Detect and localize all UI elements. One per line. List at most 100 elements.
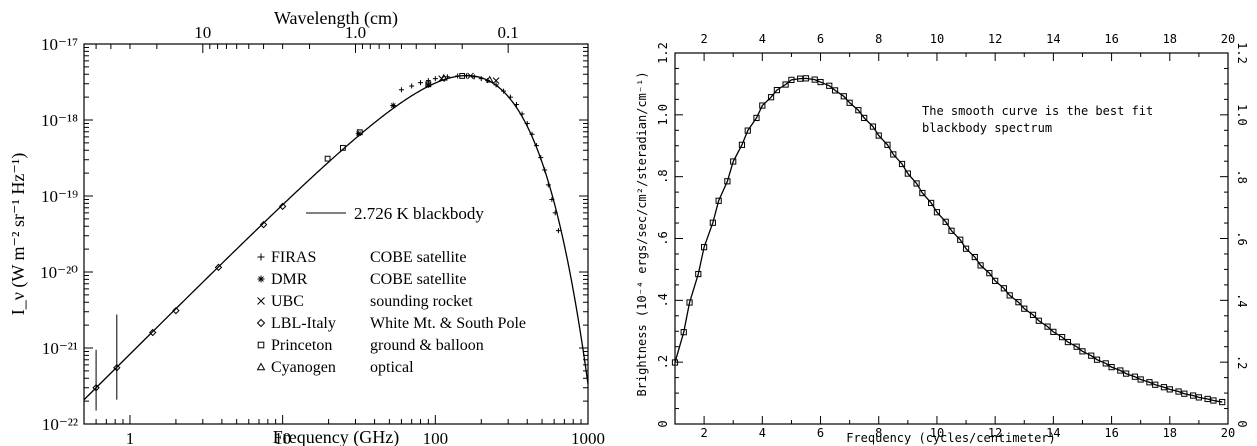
right-y-tick-label: .2 bbox=[656, 355, 670, 369]
right-y-tick-label-right: 0 bbox=[1235, 420, 1249, 427]
legend-instrument: Cyanogen bbox=[271, 359, 336, 376]
firas-data-point bbox=[767, 94, 775, 101]
legend-platform: optical bbox=[370, 359, 414, 376]
firas-data-point bbox=[753, 114, 760, 122]
firas-data-point bbox=[919, 189, 926, 197]
right-top-tick-label: 14 bbox=[1046, 32, 1060, 46]
firas-data-point bbox=[890, 151, 897, 158]
firas-data-point bbox=[1029, 311, 1037, 318]
data-point-princeton bbox=[324, 155, 331, 162]
right-y-tick-label-right: .6 bbox=[1235, 231, 1249, 245]
firas-data-point bbox=[861, 114, 868, 122]
data-point-firas bbox=[409, 83, 415, 89]
firas-data-point bbox=[1166, 386, 1173, 393]
legend-marker bbox=[257, 341, 265, 349]
firas-data-point bbox=[957, 236, 964, 243]
firas-data-point bbox=[1050, 328, 1057, 335]
curve-legend-label: 2.726 K blackbody bbox=[354, 204, 484, 223]
firas-data-point bbox=[1175, 388, 1182, 395]
firas-data-point bbox=[942, 218, 949, 225]
firas-data-point bbox=[1123, 370, 1130, 377]
right-annotation-line-2: blackbody spectrum bbox=[922, 121, 1052, 135]
left-y-tick-label: 10⁻¹⁸ bbox=[41, 111, 78, 130]
legend-instrument: FIRAS bbox=[271, 249, 316, 266]
firas-data-point bbox=[1131, 373, 1138, 380]
right-y-tick-label: .8 bbox=[656, 169, 670, 183]
left-x-tick-label: 100 bbox=[423, 429, 449, 446]
data-point-firas bbox=[418, 80, 424, 86]
right-y-tick-label-right: .2 bbox=[1235, 355, 1249, 369]
data-point-lbl-italy bbox=[172, 306, 180, 315]
legend-platform: White Mt. & South Pole bbox=[370, 315, 526, 332]
left-y-axis-label: I_ν (W m⁻² sr⁻¹ Hz⁻¹) bbox=[8, 153, 29, 315]
firas-data-point bbox=[928, 199, 935, 207]
firas-data-point bbox=[695, 270, 702, 278]
firas-data-point bbox=[701, 244, 708, 251]
right-x-tick-label: 16 bbox=[1104, 426, 1118, 440]
right-annotation-line-1: The smooth curve is the best fit bbox=[922, 104, 1153, 118]
firas-data-point bbox=[782, 81, 789, 88]
legend-platform: COBE satellite bbox=[370, 271, 466, 288]
firas-data-point bbox=[686, 299, 693, 306]
firas-data-point bbox=[840, 93, 847, 100]
left-y-tick-label: 10⁻¹⁹ bbox=[41, 187, 78, 206]
firas-data-point bbox=[1000, 285, 1007, 292]
legend-marker bbox=[256, 362, 266, 371]
legend-marker bbox=[257, 297, 265, 305]
firas-data-point bbox=[797, 75, 804, 82]
right-y-tick-label: 0 bbox=[656, 420, 670, 427]
firas-data-point bbox=[1093, 356, 1101, 363]
right-x-tick-label: 14 bbox=[1046, 426, 1060, 440]
left-top-tick-label: 1.0 bbox=[345, 23, 366, 42]
right-top-tick-label: 4 bbox=[759, 32, 766, 46]
right-y-tick-label-right: .4 bbox=[1235, 293, 1249, 307]
firas-data-point bbox=[724, 178, 731, 185]
legend-platform: ground & balloon bbox=[370, 337, 484, 354]
firas-data-point bbox=[1146, 379, 1153, 386]
right-top-tick-label: 20 bbox=[1221, 32, 1235, 46]
left-y-tick-label: 10⁻²¹ bbox=[42, 339, 78, 358]
data-point-lbl-italy bbox=[214, 263, 223, 272]
right-top-tick-label: 10 bbox=[930, 32, 944, 46]
right-x-tick-label: 6 bbox=[817, 426, 824, 440]
firas-data-point bbox=[986, 270, 993, 277]
firas-data-point bbox=[817, 78, 824, 86]
right-x-tick-label: 4 bbox=[759, 426, 766, 440]
data-point-lbl-italy bbox=[259, 220, 268, 229]
left-x-tick-label: 10 bbox=[274, 429, 291, 446]
firas-data-point bbox=[1204, 395, 1211, 403]
firas-data-point bbox=[1189, 392, 1197, 399]
firas-data-point bbox=[1064, 338, 1072, 346]
firas-data-point bbox=[948, 227, 955, 234]
legend-instrument: UBC bbox=[271, 293, 304, 310]
firas-data-point bbox=[1152, 381, 1159, 388]
right-x-tick-label: 8 bbox=[875, 426, 882, 440]
firas-data-point bbox=[992, 277, 999, 284]
firas-data-point bbox=[759, 102, 766, 109]
firas-data-point bbox=[802, 75, 810, 82]
left-top-tick-label: 10 bbox=[194, 23, 211, 42]
right-y-tick-label-right: 1.2 bbox=[1235, 42, 1249, 64]
left-x-tick-label: 1 bbox=[126, 429, 135, 446]
firas-data-point bbox=[788, 76, 795, 83]
right-x-tick-label: 18 bbox=[1163, 426, 1177, 440]
legend-instrument: Princeton bbox=[271, 337, 332, 354]
firas-data-point bbox=[1117, 367, 1124, 374]
legend-marker bbox=[256, 318, 266, 328]
firas-data-point bbox=[1181, 390, 1188, 397]
right-y-tick-label-right: .8 bbox=[1235, 169, 1249, 183]
firas-data-point bbox=[738, 141, 746, 148]
firas-data-point bbox=[855, 107, 862, 114]
firas-data-point bbox=[1079, 348, 1086, 355]
right-y-tick-label: 1.2 bbox=[656, 42, 670, 64]
data-point-ubc bbox=[492, 77, 500, 84]
firas-data-point bbox=[1073, 343, 1080, 350]
right-y-tick-label: .4 bbox=[656, 293, 670, 307]
right-top-tick-label: 18 bbox=[1163, 32, 1177, 46]
firas-data-point bbox=[826, 82, 833, 89]
firas-data-point bbox=[1137, 376, 1144, 383]
firas-data-point bbox=[680, 329, 687, 336]
firas-data-point bbox=[730, 158, 737, 165]
firas-data-point bbox=[715, 197, 722, 204]
